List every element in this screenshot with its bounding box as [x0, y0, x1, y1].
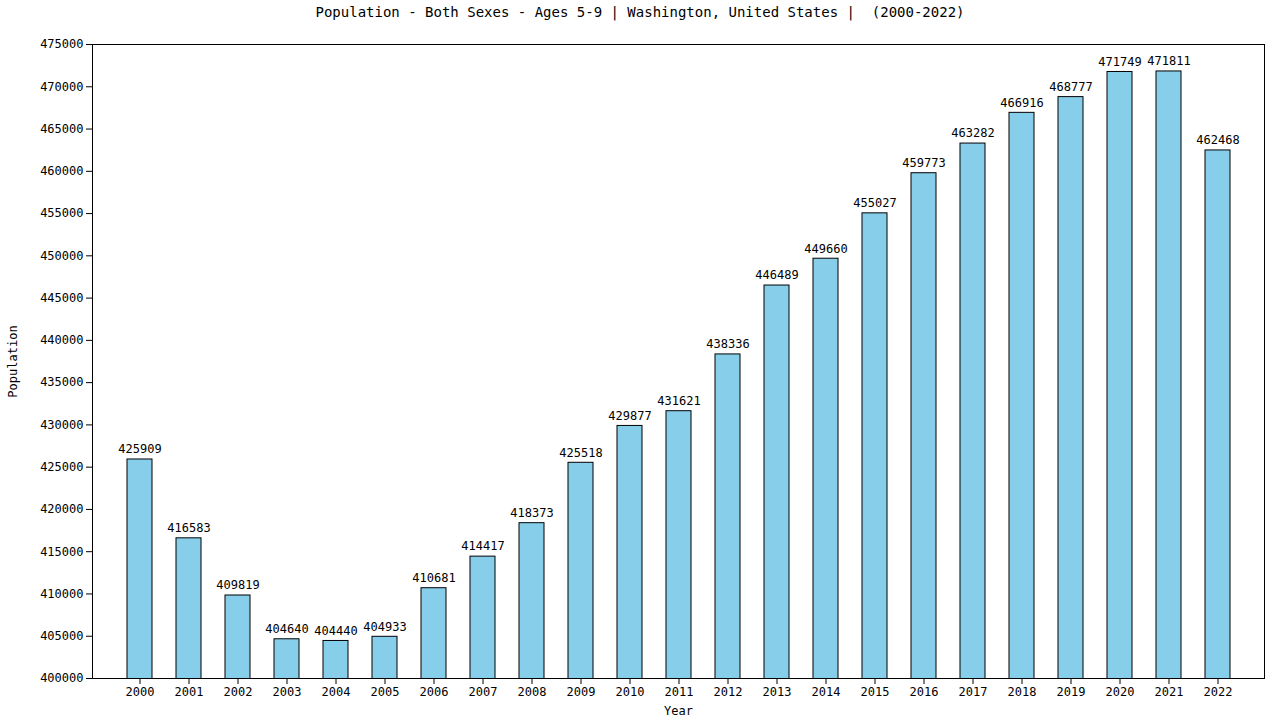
svg-text:462468: 462468 [1196, 133, 1239, 147]
svg-text:463282: 463282 [951, 126, 994, 140]
svg-text:2020: 2020 [1106, 685, 1135, 699]
svg-text:2005: 2005 [371, 685, 400, 699]
svg-text:Year: Year [664, 704, 693, 718]
svg-text:2003: 2003 [273, 685, 302, 699]
svg-text:2000: 2000 [126, 685, 155, 699]
svg-text:418373: 418373 [510, 506, 553, 520]
svg-text:468777: 468777 [1049, 80, 1092, 94]
svg-text:2017: 2017 [959, 685, 988, 699]
svg-text:2021: 2021 [1155, 685, 1184, 699]
svg-text:2012: 2012 [714, 685, 743, 699]
svg-text:475000: 475000 [40, 37, 83, 51]
svg-text:425909: 425909 [118, 442, 161, 456]
svg-text:2016: 2016 [910, 685, 939, 699]
svg-text:2014: 2014 [812, 685, 841, 699]
svg-text:449660: 449660 [804, 242, 847, 256]
svg-text:404640: 404640 [265, 622, 308, 636]
svg-text:404933: 404933 [363, 620, 406, 634]
svg-text:2015: 2015 [861, 685, 890, 699]
svg-text:404440: 404440 [314, 624, 357, 638]
svg-text:415000: 415000 [40, 545, 83, 559]
svg-text:405000: 405000 [40, 629, 83, 643]
svg-text:460000: 460000 [40, 164, 83, 178]
svg-text:438336: 438336 [706, 337, 749, 351]
svg-text:430000: 430000 [40, 418, 83, 432]
svg-text:2013: 2013 [763, 685, 792, 699]
svg-text:446489: 446489 [755, 268, 798, 282]
svg-text:2009: 2009 [567, 685, 596, 699]
svg-text:431621: 431621 [657, 394, 700, 408]
svg-text:414417: 414417 [461, 539, 504, 553]
svg-text:2006: 2006 [420, 685, 449, 699]
svg-text:2018: 2018 [1008, 685, 1037, 699]
svg-text:410000: 410000 [40, 587, 83, 601]
svg-text:410681: 410681 [412, 571, 455, 585]
svg-text:2007: 2007 [469, 685, 498, 699]
svg-text:416583: 416583 [167, 521, 210, 535]
svg-text:420000: 420000 [40, 502, 83, 516]
svg-text:455027: 455027 [853, 196, 896, 210]
svg-text:429877: 429877 [608, 409, 651, 423]
svg-text:465000: 465000 [40, 122, 83, 136]
svg-text:466916: 466916 [1000, 96, 1043, 110]
svg-text:2004: 2004 [322, 685, 351, 699]
svg-text:425518: 425518 [559, 446, 602, 460]
svg-text:470000: 470000 [40, 80, 83, 94]
html-text:Population - Both Sexes - Ages: Population - Both Sexes - Ages 5-9 | Was… [315, 4, 965, 20]
svg-text:425000: 425000 [40, 460, 83, 474]
svg-text:455000: 455000 [40, 206, 83, 220]
svg-text:2008: 2008 [518, 685, 547, 699]
svg-text:2011: 2011 [665, 685, 694, 699]
svg-text:435000: 435000 [40, 375, 83, 389]
svg-text:471811: 471811 [1147, 54, 1190, 68]
svg-text:Population: Population [6, 325, 20, 397]
svg-text:2019: 2019 [1057, 685, 1086, 699]
svg-text:400000: 400000 [40, 671, 83, 685]
svg-text:450000: 450000 [40, 249, 83, 263]
svg-text:2002: 2002 [224, 685, 253, 699]
svg-text:445000: 445000 [40, 291, 83, 305]
svg-text:2022: 2022 [1204, 685, 1233, 699]
svg-text:471749: 471749 [1098, 55, 1141, 69]
svg-text:2001: 2001 [175, 685, 204, 699]
svg-text:440000: 440000 [40, 333, 83, 347]
svg-text:2010: 2010 [616, 685, 645, 699]
svg-text:409819: 409819 [216, 578, 259, 592]
svg-text:459773: 459773 [902, 156, 945, 170]
